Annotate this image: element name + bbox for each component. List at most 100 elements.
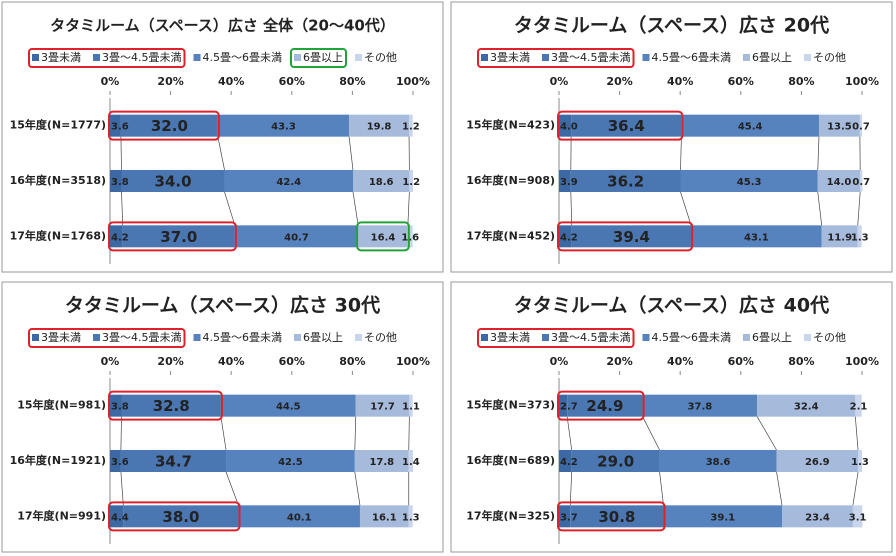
bar-segment <box>663 505 783 528</box>
data-label: 40.1 <box>287 512 312 523</box>
legend-swatch <box>32 334 39 341</box>
bar-segment <box>110 114 121 137</box>
data-label: 3.9 <box>560 177 578 188</box>
bar-segment <box>349 114 410 137</box>
connector-line <box>217 136 225 171</box>
data-label: 2.7 <box>560 402 578 413</box>
legend-swatch <box>542 54 549 61</box>
data-label: 4.0 <box>560 122 578 133</box>
legend-swatch <box>804 54 811 61</box>
bar-segment <box>817 170 861 192</box>
bar-segment <box>220 394 356 417</box>
data-label: 13.5 <box>827 122 852 133</box>
data-label: 45.4 <box>738 122 763 133</box>
x-tick-label: 40% <box>667 75 693 88</box>
data-label: 1.1 <box>402 402 420 413</box>
connector-line <box>680 136 682 171</box>
bar-segment <box>358 225 408 248</box>
legend-swatch <box>294 54 301 61</box>
data-label: 40.7 <box>284 232 309 243</box>
bar-segment <box>234 225 359 248</box>
legend-label: 3畳～4.5畳未満 <box>551 51 631 64</box>
segment-highlight <box>356 221 410 252</box>
bar-segment <box>110 505 124 528</box>
bar-segment <box>226 450 355 472</box>
legend-label: 3畳未満 <box>490 331 530 344</box>
x-tick-label: 40% <box>218 355 244 368</box>
data-label: 1.3 <box>851 457 869 468</box>
data-label: 36.2 <box>607 173 644 191</box>
y-tick-label: 15年度(N=423) <box>466 118 555 132</box>
x-tick-label: 0% <box>101 355 120 368</box>
legend-swatch <box>93 334 100 341</box>
data-label: 2.1 <box>850 402 868 413</box>
legend-label: その他 <box>364 331 397 344</box>
connector-line <box>121 191 124 226</box>
segment-highlight <box>108 501 241 532</box>
connector-line <box>407 191 410 226</box>
connector-line <box>857 191 861 226</box>
data-label: 18.6 <box>369 177 394 188</box>
legend-swatch <box>743 334 750 341</box>
legend-label: 4.5畳～6畳未満 <box>203 331 283 344</box>
legend-highlight <box>477 48 635 68</box>
data-label: 4.4 <box>111 512 129 523</box>
bar-segment <box>408 505 413 528</box>
legend-label: その他 <box>813 51 846 64</box>
data-label: 26.9 <box>805 457 830 468</box>
legend-swatch <box>642 334 650 341</box>
legend-label: 4.5畳～6畳未満 <box>652 51 732 64</box>
bar-segment <box>121 170 225 192</box>
x-tick-label: 20% <box>606 75 632 88</box>
bar-segment <box>821 225 858 248</box>
bar-segment <box>559 505 571 528</box>
connector-line <box>352 191 359 226</box>
legend-swatch <box>355 334 362 341</box>
legend-swatch <box>294 334 301 341</box>
bar-segment <box>353 170 410 192</box>
data-label: 43.1 <box>744 232 769 243</box>
bar-segment <box>110 170 122 192</box>
x-tick-label: 40% <box>667 355 693 368</box>
bar-segment <box>659 450 777 472</box>
segment-highlight <box>108 221 237 252</box>
data-label: 38.0 <box>162 508 199 526</box>
data-label: 37.0 <box>160 228 197 246</box>
segment-highlight <box>557 390 645 421</box>
x-tick-label: 20% <box>157 75 183 88</box>
data-label: 1.3 <box>402 512 420 523</box>
legend-highlight <box>477 328 635 348</box>
connector-line <box>817 136 820 171</box>
bar-segment <box>570 170 681 192</box>
legend-swatch <box>193 334 201 341</box>
y-tick-label: 16年度(N=689) <box>466 453 555 467</box>
bar-segment <box>407 225 413 248</box>
bar-segment <box>857 225 862 248</box>
legend-swatch <box>32 54 39 61</box>
data-label: 44.5 <box>276 402 301 413</box>
y-tick-label: 16年度(N=908) <box>466 173 555 187</box>
legend-label: 3畳未満 <box>490 51 530 64</box>
bar-segment <box>120 450 227 472</box>
legend-highlight <box>290 48 347 68</box>
data-label: 3.7 <box>560 512 578 523</box>
legend-swatch <box>804 334 811 341</box>
data-label: 4.2 <box>560 457 578 468</box>
x-tick-label: 0% <box>550 75 569 88</box>
connector-line <box>220 416 227 451</box>
connector-line <box>756 416 777 451</box>
data-label: 37.8 <box>688 402 713 413</box>
bar-segment <box>691 225 822 248</box>
x-tick-label: 40% <box>218 75 244 88</box>
bar-segment <box>852 505 863 528</box>
data-label: 1.6 <box>401 232 419 243</box>
data-label: 4.2 <box>560 232 578 243</box>
bar-segment <box>120 114 218 137</box>
y-tick-label: 15年度(N=373) <box>466 398 555 412</box>
legend-label: 3畳～4.5畳未満 <box>551 331 631 344</box>
data-label: 14.0 <box>827 177 852 188</box>
connector-line <box>642 416 660 451</box>
bar-segment <box>860 170 863 192</box>
x-tick-label: 0% <box>550 355 569 368</box>
